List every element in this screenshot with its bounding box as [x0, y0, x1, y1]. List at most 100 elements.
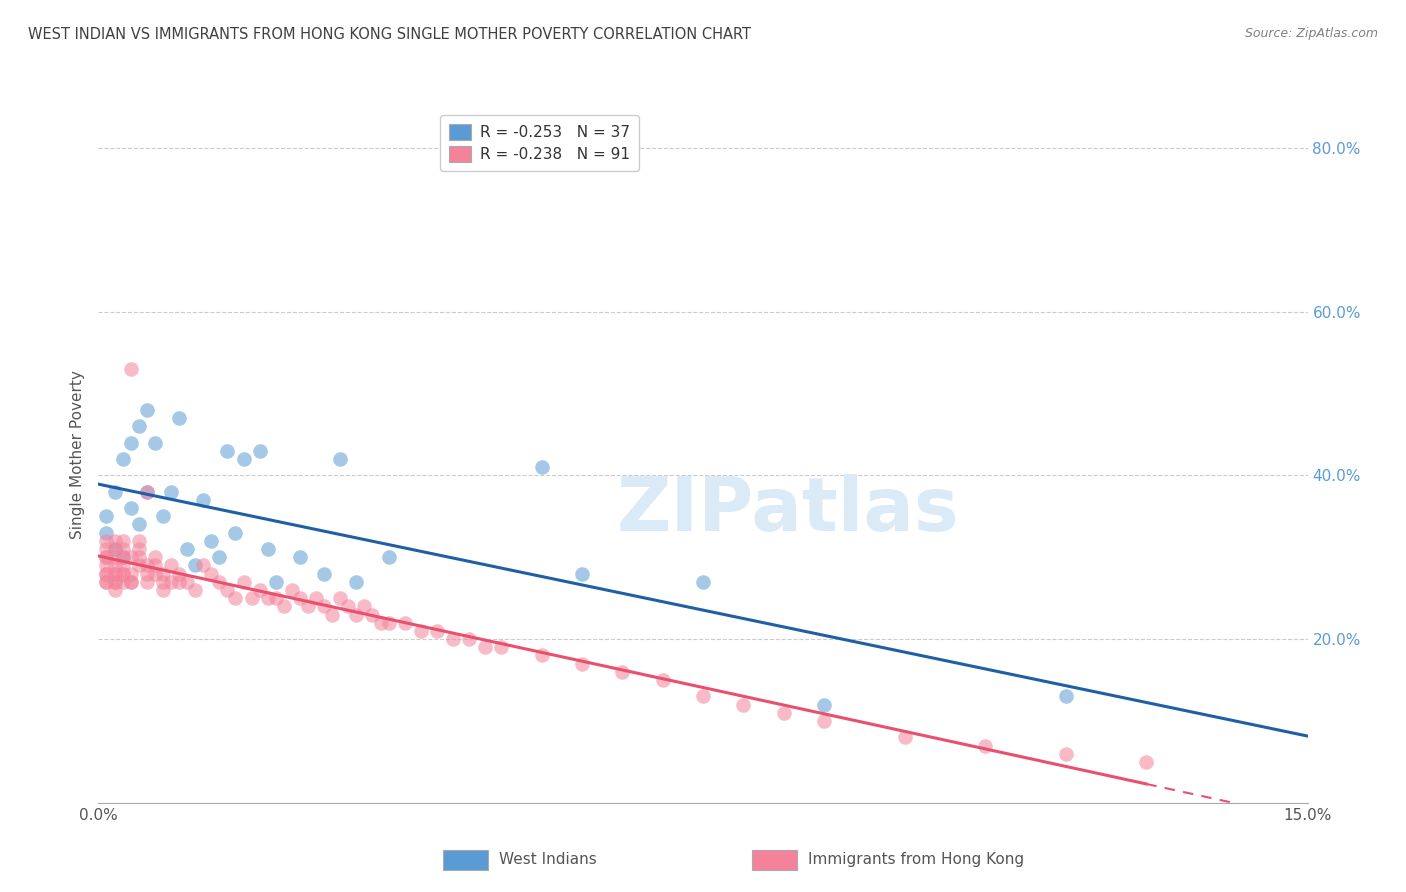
Point: [474, 640, 496, 655]
Point: [692, 574, 714, 589]
Point: [370, 615, 392, 630]
Point: [893, 731, 915, 745]
Point: [96, 509, 118, 524]
Point: [111, 566, 134, 581]
Point: [103, 533, 125, 548]
Point: [96, 550, 118, 565]
Point: [1054, 690, 1077, 704]
Point: [120, 574, 142, 589]
Text: Source: ZipAtlas.com: Source: ZipAtlas.com: [1244, 27, 1378, 40]
Point: [128, 517, 150, 532]
Point: [152, 509, 174, 524]
Point: [813, 714, 835, 728]
Point: [297, 599, 319, 614]
Point: [167, 574, 190, 589]
Point: [974, 739, 997, 753]
Point: [111, 452, 134, 467]
Point: [361, 607, 384, 622]
Point: [232, 574, 254, 589]
Point: [111, 566, 134, 581]
Point: [571, 566, 593, 581]
Point: [120, 501, 142, 516]
Point: [176, 542, 198, 557]
Point: [288, 591, 311, 606]
Point: [135, 566, 157, 581]
Point: [353, 599, 375, 614]
Point: [128, 558, 150, 573]
Point: [329, 591, 352, 606]
Point: [232, 452, 254, 467]
Point: [217, 582, 239, 597]
Point: [111, 574, 134, 589]
Point: [160, 484, 183, 499]
Point: [458, 632, 481, 646]
Point: [377, 615, 399, 630]
Point: [96, 525, 118, 540]
Point: [96, 542, 118, 557]
Point: [305, 591, 328, 606]
Point: [264, 591, 287, 606]
Point: [152, 566, 174, 581]
Point: [394, 615, 416, 630]
Point: [167, 566, 190, 581]
Point: [200, 566, 222, 581]
Point: [120, 435, 142, 450]
Point: [135, 484, 157, 499]
Point: [96, 533, 118, 548]
Point: [208, 574, 231, 589]
Point: [1135, 755, 1157, 769]
Point: [160, 574, 183, 589]
Point: [240, 591, 263, 606]
Point: [281, 582, 304, 597]
Point: [692, 690, 714, 704]
Point: [128, 419, 150, 434]
Point: [176, 574, 198, 589]
Point: [103, 574, 125, 589]
Point: [135, 574, 157, 589]
Point: [337, 599, 360, 614]
Point: [256, 591, 278, 606]
Point: [217, 443, 239, 458]
Point: [103, 558, 125, 573]
Point: [103, 550, 125, 565]
Text: WEST INDIAN VS IMMIGRANTS FROM HONG KONG SINGLE MOTHER POVERTY CORRELATION CHART: WEST INDIAN VS IMMIGRANTS FROM HONG KONG…: [28, 27, 751, 42]
Point: [344, 607, 367, 622]
Point: [491, 640, 513, 655]
Point: [96, 574, 118, 589]
Point: [321, 607, 343, 622]
Point: [143, 566, 166, 581]
Point: [530, 460, 553, 475]
Point: [273, 599, 295, 614]
Point: [143, 550, 166, 565]
Point: [184, 582, 207, 597]
Point: [96, 550, 118, 565]
Point: [103, 566, 125, 581]
Point: [314, 599, 336, 614]
Point: [96, 566, 118, 581]
Point: [426, 624, 449, 638]
Point: [772, 706, 794, 720]
Point: [103, 582, 125, 597]
Point: [128, 542, 150, 557]
Point: [111, 550, 134, 565]
Point: [208, 550, 231, 565]
Point: [135, 403, 157, 417]
Point: [103, 542, 125, 557]
Point: [288, 550, 311, 565]
Point: [314, 566, 336, 581]
Point: [329, 452, 352, 467]
Text: ZIPatlas: ZIPatlas: [616, 474, 959, 547]
Point: [152, 582, 174, 597]
Point: [409, 624, 432, 638]
Y-axis label: Single Mother Poverty: Single Mother Poverty: [70, 370, 86, 540]
Point: [344, 574, 367, 589]
Point: [143, 558, 166, 573]
Point: [733, 698, 755, 712]
Point: [256, 542, 278, 557]
Point: [96, 558, 118, 573]
Point: [193, 558, 215, 573]
Point: [249, 443, 271, 458]
Point: [224, 591, 246, 606]
Point: [120, 566, 142, 581]
Point: [249, 582, 271, 597]
